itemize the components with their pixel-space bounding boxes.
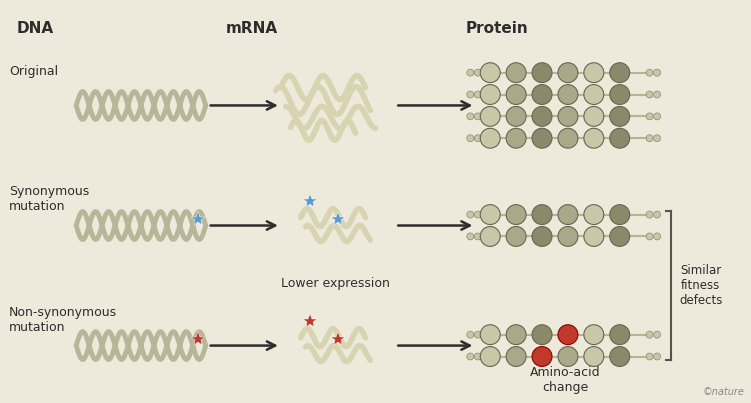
Circle shape — [467, 91, 474, 98]
Circle shape — [653, 113, 661, 120]
Circle shape — [532, 347, 552, 366]
Text: Lower expression: Lower expression — [281, 276, 390, 289]
Circle shape — [467, 135, 474, 142]
Circle shape — [475, 113, 481, 120]
Circle shape — [506, 205, 526, 224]
Circle shape — [475, 233, 481, 240]
Circle shape — [584, 205, 604, 224]
Circle shape — [467, 233, 474, 240]
Circle shape — [480, 85, 500, 104]
Circle shape — [467, 331, 474, 338]
Circle shape — [506, 85, 526, 104]
Circle shape — [610, 325, 629, 345]
Circle shape — [584, 347, 604, 366]
Circle shape — [584, 63, 604, 83]
Text: DNA: DNA — [17, 21, 53, 36]
Circle shape — [653, 91, 661, 98]
Circle shape — [532, 205, 552, 224]
Circle shape — [480, 325, 500, 345]
Circle shape — [653, 135, 661, 142]
Circle shape — [646, 135, 653, 142]
Circle shape — [475, 353, 481, 360]
Circle shape — [610, 205, 629, 224]
Circle shape — [653, 353, 661, 360]
Text: Synonymous
mutation: Synonymous mutation — [9, 185, 89, 214]
Circle shape — [584, 325, 604, 345]
Circle shape — [532, 63, 552, 83]
Text: Non-synonymous
mutation: Non-synonymous mutation — [9, 305, 117, 334]
Circle shape — [558, 325, 578, 345]
Text: Protein: Protein — [466, 21, 528, 36]
Circle shape — [646, 113, 653, 120]
Circle shape — [532, 128, 552, 148]
Circle shape — [653, 69, 661, 76]
Circle shape — [558, 347, 578, 366]
Circle shape — [646, 211, 653, 218]
Circle shape — [584, 85, 604, 104]
Circle shape — [610, 63, 629, 83]
Circle shape — [646, 69, 653, 76]
Circle shape — [506, 347, 526, 366]
Circle shape — [475, 91, 481, 98]
Circle shape — [480, 226, 500, 246]
Circle shape — [467, 353, 474, 360]
Circle shape — [475, 331, 481, 338]
Text: Original: Original — [9, 65, 58, 79]
Circle shape — [646, 331, 653, 338]
Circle shape — [646, 233, 653, 240]
Circle shape — [506, 106, 526, 126]
Circle shape — [532, 106, 552, 126]
Circle shape — [475, 211, 481, 218]
Circle shape — [467, 113, 474, 120]
Circle shape — [480, 63, 500, 83]
Text: mRNA: mRNA — [226, 21, 278, 36]
Text: ©nature: ©nature — [703, 386, 745, 397]
Circle shape — [646, 353, 653, 360]
Circle shape — [475, 135, 481, 142]
Circle shape — [480, 128, 500, 148]
Circle shape — [506, 325, 526, 345]
Circle shape — [506, 226, 526, 246]
Circle shape — [584, 226, 604, 246]
Circle shape — [532, 325, 552, 345]
Circle shape — [653, 211, 661, 218]
Circle shape — [480, 347, 500, 366]
Circle shape — [610, 128, 629, 148]
Circle shape — [558, 205, 578, 224]
Circle shape — [653, 331, 661, 338]
Circle shape — [653, 233, 661, 240]
Circle shape — [467, 211, 474, 218]
Circle shape — [480, 106, 500, 126]
Circle shape — [558, 226, 578, 246]
Circle shape — [610, 347, 629, 366]
Text: Amino-acid
change: Amino-acid change — [529, 366, 600, 394]
Circle shape — [532, 85, 552, 104]
Circle shape — [506, 128, 526, 148]
Circle shape — [506, 63, 526, 83]
Circle shape — [584, 106, 604, 126]
Circle shape — [467, 69, 474, 76]
Circle shape — [558, 63, 578, 83]
Circle shape — [558, 106, 578, 126]
Circle shape — [646, 91, 653, 98]
Circle shape — [475, 69, 481, 76]
Circle shape — [610, 226, 629, 246]
Text: Similar
fitness
defects: Similar fitness defects — [679, 264, 722, 307]
Circle shape — [584, 128, 604, 148]
Circle shape — [610, 106, 629, 126]
Circle shape — [558, 85, 578, 104]
Circle shape — [610, 85, 629, 104]
Circle shape — [532, 226, 552, 246]
Circle shape — [480, 205, 500, 224]
Circle shape — [558, 128, 578, 148]
